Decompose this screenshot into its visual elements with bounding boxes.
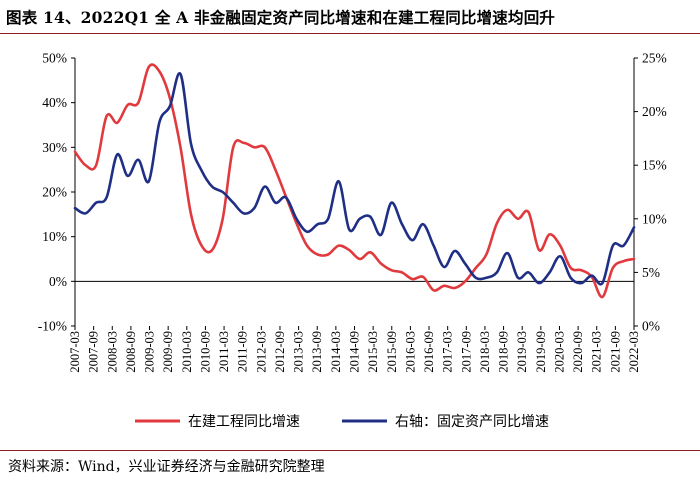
x-tick-label: 2009-03	[143, 331, 157, 373]
left-tick-label: 0%	[49, 274, 67, 289]
x-tick-label: 2007-09	[87, 331, 101, 373]
legend-label: 右轴：固定资产同比增速	[395, 414, 549, 430]
left-tick-label: 30%	[42, 140, 67, 155]
series-line-construction-in-progress	[73, 63, 636, 299]
left-tick-label: 10%	[42, 229, 67, 244]
legend: 在建工程同比增速 右轴：固定资产同比增速	[135, 414, 549, 430]
right-tick-label: 25%	[642, 51, 667, 66]
left-tick-label: 40%	[42, 95, 67, 110]
x-tick-label: 2011-03	[217, 331, 231, 372]
x-tick-label: 2009-09	[161, 331, 175, 373]
left-tick-label: 20%	[42, 185, 67, 200]
x-tick-label: 2018-09	[497, 331, 511, 373]
x-tick-label: 2011-09	[236, 331, 250, 372]
series-layer	[73, 63, 636, 299]
left-tick-label: -10%	[38, 319, 67, 334]
x-tick-label: 2014-09	[348, 331, 362, 373]
x-tick-label: 2015-09	[385, 331, 399, 373]
x-tick-label: 2007-03	[68, 331, 82, 373]
x-tick-label: 2019-03	[515, 331, 529, 373]
x-tick-label: 2008-09	[124, 331, 138, 373]
chart-axes	[71, 57, 638, 330]
chart-title: 图表 14、2022Q1 全 A 非金融固定资产同比增速和在建工程同比增速均回升	[6, 8, 556, 27]
x-tick-label: 2013-03	[292, 331, 306, 373]
x-tick-label: 2010-09	[198, 331, 212, 373]
x-tick-label: 2020-09	[571, 331, 585, 373]
x-tick-label: 2019-09	[534, 331, 548, 373]
tick-labels: -10% 0% 10% 20% 30% 40% 50% 0% 5% 10% 15% 20% 25% 200…	[38, 51, 667, 373]
x-tick-label: 2020-03	[552, 331, 566, 373]
x-tick-label: 2016-09	[422, 331, 436, 373]
right-tick-label: 5%	[642, 265, 660, 280]
source-note: 资料来源：Wind，兴业证券经济与金融研究院整理	[8, 459, 325, 475]
x-tick-label: 2012-09	[273, 331, 287, 373]
x-tick-label: 2010-03	[180, 331, 194, 373]
x-tick-label: 2016-03	[403, 331, 417, 373]
x-tick-label: 2017-09	[459, 331, 473, 373]
x-tick-label: 2022-03	[627, 331, 641, 373]
x-tick-label: 2014-03	[329, 331, 343, 373]
right-tick-label: 10%	[642, 211, 667, 226]
title-rule	[0, 33, 700, 34]
right-tick-label: 20%	[642, 104, 667, 119]
footer-rule	[0, 450, 700, 451]
x-tick-label: 2012-03	[254, 331, 268, 373]
legend-label: 在建工程同比增速	[188, 414, 300, 430]
x-tick-label: 2018-03	[478, 331, 492, 373]
x-tick-label: 2008-03	[105, 331, 119, 373]
x-tick-label: 2013-09	[310, 331, 324, 373]
series-line-fixed-assets	[73, 72, 636, 286]
x-tick-label: 2021-09	[608, 331, 622, 373]
x-tick-label: 2017-03	[441, 331, 455, 373]
left-tick-label: 50%	[42, 51, 67, 66]
x-tick-label: 2021-03	[590, 331, 604, 373]
right-tick-label: 15%	[642, 158, 667, 173]
right-tick-label: 0%	[642, 319, 660, 334]
x-tick-label: 2015-03	[366, 331, 380, 373]
